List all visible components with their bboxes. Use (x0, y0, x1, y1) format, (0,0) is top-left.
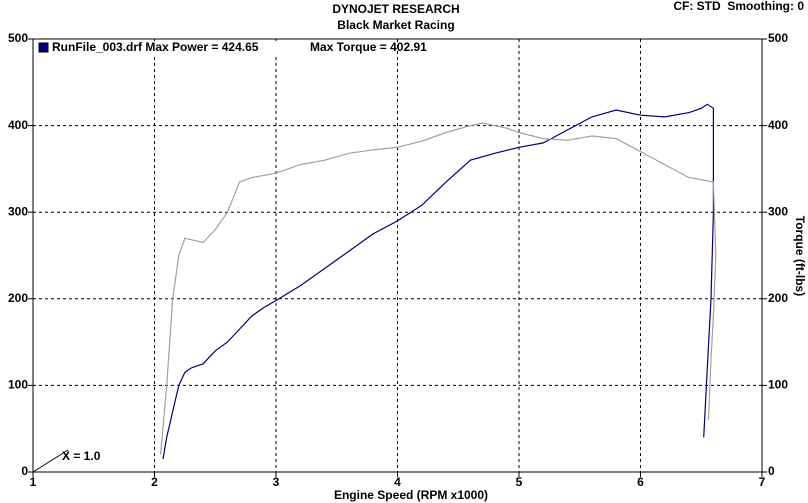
chart-title: DYNOJET RESEARCH (332, 2, 459, 16)
legend-entry: Max Torque = 402.91 (310, 40, 427, 54)
x-tick-label: 4 (394, 475, 401, 489)
plot-frame (32, 38, 763, 473)
x-tick-label: 1 (30, 475, 37, 489)
legend-swatch (38, 42, 49, 53)
chart-subtitle: Black Market Racing (337, 18, 454, 32)
y-tick-label: 300 (8, 204, 28, 218)
corner-note: CF: STD Smoothing: 0 (673, 0, 804, 13)
y-tick-label: 500 (8, 31, 28, 45)
y2-tick-label: 200 (768, 291, 788, 305)
x-tick-label: 6 (637, 475, 644, 489)
y2-tick-label: 400 (768, 118, 788, 132)
legend-box (35, 41, 325, 57)
series-line (160, 122, 717, 455)
y-tick-label: 0 (21, 464, 28, 478)
y2-tick-label: 0 (768, 464, 775, 478)
y-tick-label: 100 (8, 378, 28, 392)
y2-tick-label: 500 (768, 31, 788, 45)
x-tick-label: 3 (273, 475, 280, 489)
x-axis-label: Engine Speed (RPM x1000) (334, 488, 488, 502)
annotation: X = 1.0 (62, 449, 101, 463)
legend-entry: RunFile_003.drf Max Power = 424.65 (52, 40, 259, 54)
x-tick-label: 5 (516, 475, 523, 489)
y2-tick-label: 300 (768, 204, 788, 218)
y-tick-label: 400 (8, 118, 28, 132)
y2-tick-label: 100 (768, 378, 788, 392)
y-tick-label: 200 (8, 291, 28, 305)
series-line (162, 103, 715, 460)
annotation-line (32, 449, 69, 473)
x-tick-label: 7 (759, 475, 766, 489)
y2-axis-label: Torque (ft-lbs) (793, 216, 807, 296)
x-tick-label: 2 (151, 475, 158, 489)
